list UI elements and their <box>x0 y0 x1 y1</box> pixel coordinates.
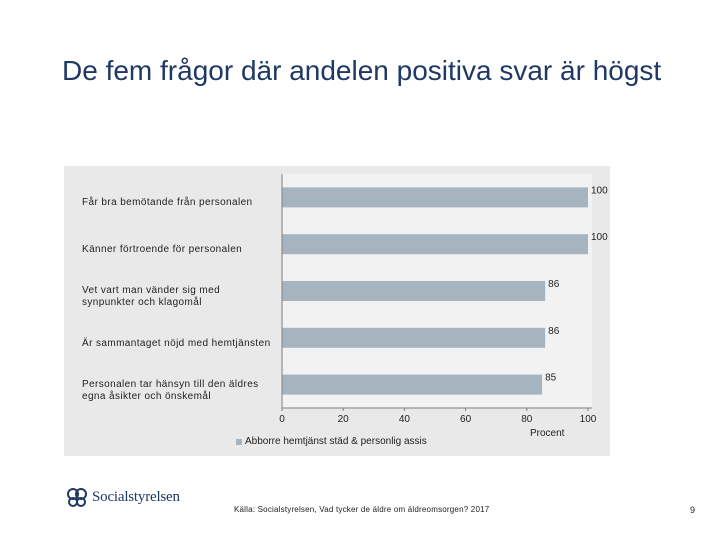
chart-legend: Abborre hemtjänst städ & personlig assis <box>236 436 427 447</box>
category-label: Får bra bemötande från personalen <box>82 197 253 209</box>
logo-text: Socialstyrelsen <box>92 488 180 505</box>
bar <box>282 374 543 395</box>
category-label: Känner förtroende för personalen <box>82 244 243 256</box>
legend-swatch <box>236 438 242 445</box>
data-label: 86 <box>548 326 560 337</box>
legend-label: Abborre hemtjänst städ & personlig assis <box>245 436 427 447</box>
bar-chart: 100 100 86 86 85 0 20 40 60 80 100 <box>279 174 608 425</box>
data-label: 86 <box>548 279 560 290</box>
slide-title: De fem frågor där andelen positiva svar … <box>62 55 662 86</box>
bar <box>282 234 588 255</box>
category-label: Vet vart man vänder sig med synpunkter o… <box>82 285 221 308</box>
bar <box>282 281 546 301</box>
socialstyrelsen-logo: Socialstyrelsen <box>66 486 180 508</box>
data-label: 100 <box>591 185 608 196</box>
x-tick-label: 20 <box>338 414 350 425</box>
category-label: Personalen tar hänsyn till den äldres eg… <box>82 378 259 402</box>
source-note: Källa: Socialstyrelsen, Vad tycker de äl… <box>234 505 490 514</box>
data-label: 85 <box>545 373 557 384</box>
page-number: 9 <box>690 505 696 515</box>
bar <box>282 187 588 208</box>
x-axis-title: Procent <box>530 428 565 439</box>
x-tick-label: 80 <box>521 414 533 425</box>
bar <box>282 327 546 348</box>
x-tick-label: 100 <box>580 414 597 425</box>
category-label: Är sammantaget nöjd med hemtjänsten <box>82 337 271 349</box>
logo-emblem-icon <box>67 488 87 507</box>
x-tick-label: 40 <box>399 414 411 425</box>
chart-panel: 100 100 86 86 85 0 20 40 60 80 100 Får bra bemötan… <box>64 166 610 456</box>
x-tick-label: 60 <box>460 414 472 425</box>
x-tick-label: 0 <box>279 414 285 425</box>
data-label: 100 <box>591 232 608 243</box>
